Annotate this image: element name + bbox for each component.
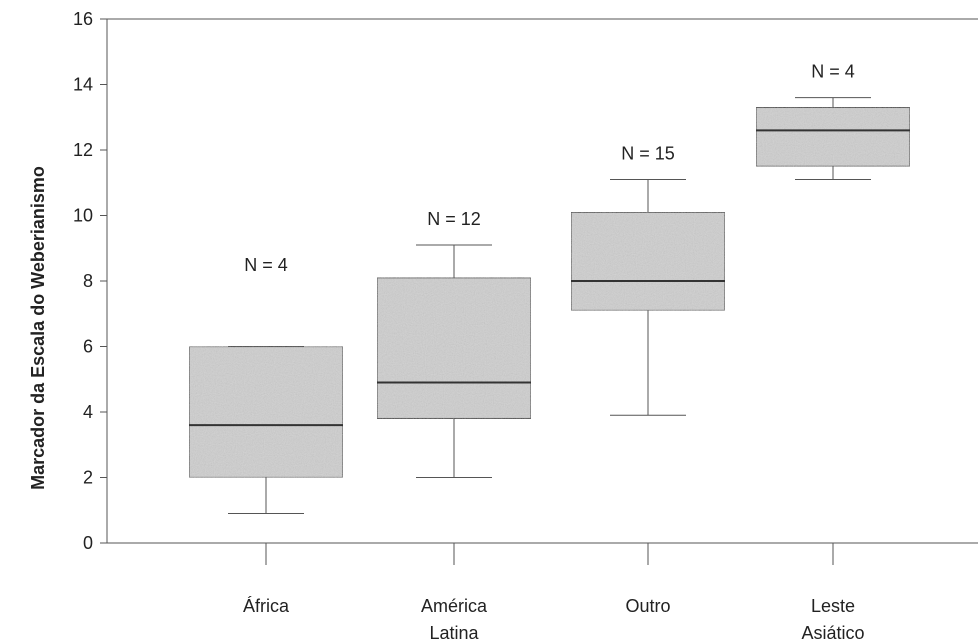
- x-tick-label: Leste: [811, 596, 855, 616]
- y-tick-label: 2: [83, 468, 93, 488]
- n-label: N = 15: [621, 143, 675, 163]
- x-tick-label: América: [421, 596, 488, 616]
- box-group: N = 4: [755, 62, 911, 180]
- y-tick-label: 16: [73, 9, 93, 29]
- x-tick-label: Outro: [625, 596, 670, 616]
- x-axis: África América Latina Outro Leste Asiático: [243, 543, 865, 643]
- n-label: N = 4: [244, 255, 288, 275]
- box-group: N = 4: [188, 255, 344, 515]
- iqr-box: [755, 106, 911, 167]
- box-group: N = 12: [376, 209, 532, 478]
- y-axis: 0 2 4 6 8 10 12 14 16: [73, 9, 107, 553]
- y-tick-label: 0: [83, 533, 93, 553]
- y-tick-label: 4: [83, 402, 93, 422]
- x-tick-label: Latina: [429, 623, 479, 643]
- y-tick-label: 6: [83, 337, 93, 357]
- iqr-box: [188, 345, 344, 479]
- box-group: N = 15: [570, 143, 726, 416]
- y-tick-label: 10: [73, 206, 93, 226]
- y-tick-label: 12: [73, 140, 93, 160]
- x-tick-label: Asiático: [801, 623, 864, 643]
- iqr-box: [570, 211, 726, 312]
- y-tick-label: 14: [73, 75, 93, 95]
- y-tick-label: 8: [83, 271, 93, 291]
- iqr-box: [376, 277, 532, 420]
- x-tick-label: África: [243, 596, 290, 616]
- n-label: N = 4: [811, 62, 855, 82]
- boxes: N = 4 N = 12 N = 15 N = 4: [188, 62, 911, 515]
- n-label: N = 12: [427, 209, 481, 229]
- y-axis-title: Marcador da Escala do Weberianismo: [28, 166, 48, 490]
